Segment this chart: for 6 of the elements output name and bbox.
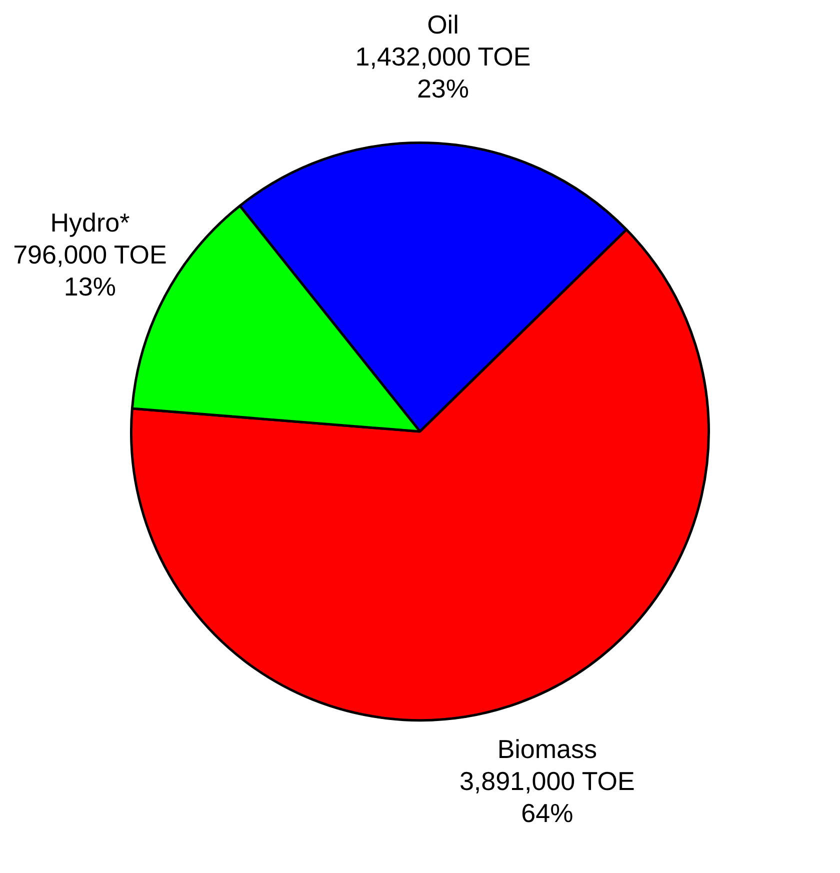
data-label: 796,000 TOE 13% xyxy=(13,239,167,302)
slice-label: Oil xyxy=(427,10,459,40)
slice-label: Hydro* xyxy=(50,207,130,238)
slice-label: Biomass xyxy=(497,734,598,764)
data-label: 1,432,000 TOE 23% xyxy=(355,42,531,104)
data-label: 3,891,000 TOE 64% xyxy=(459,766,635,828)
